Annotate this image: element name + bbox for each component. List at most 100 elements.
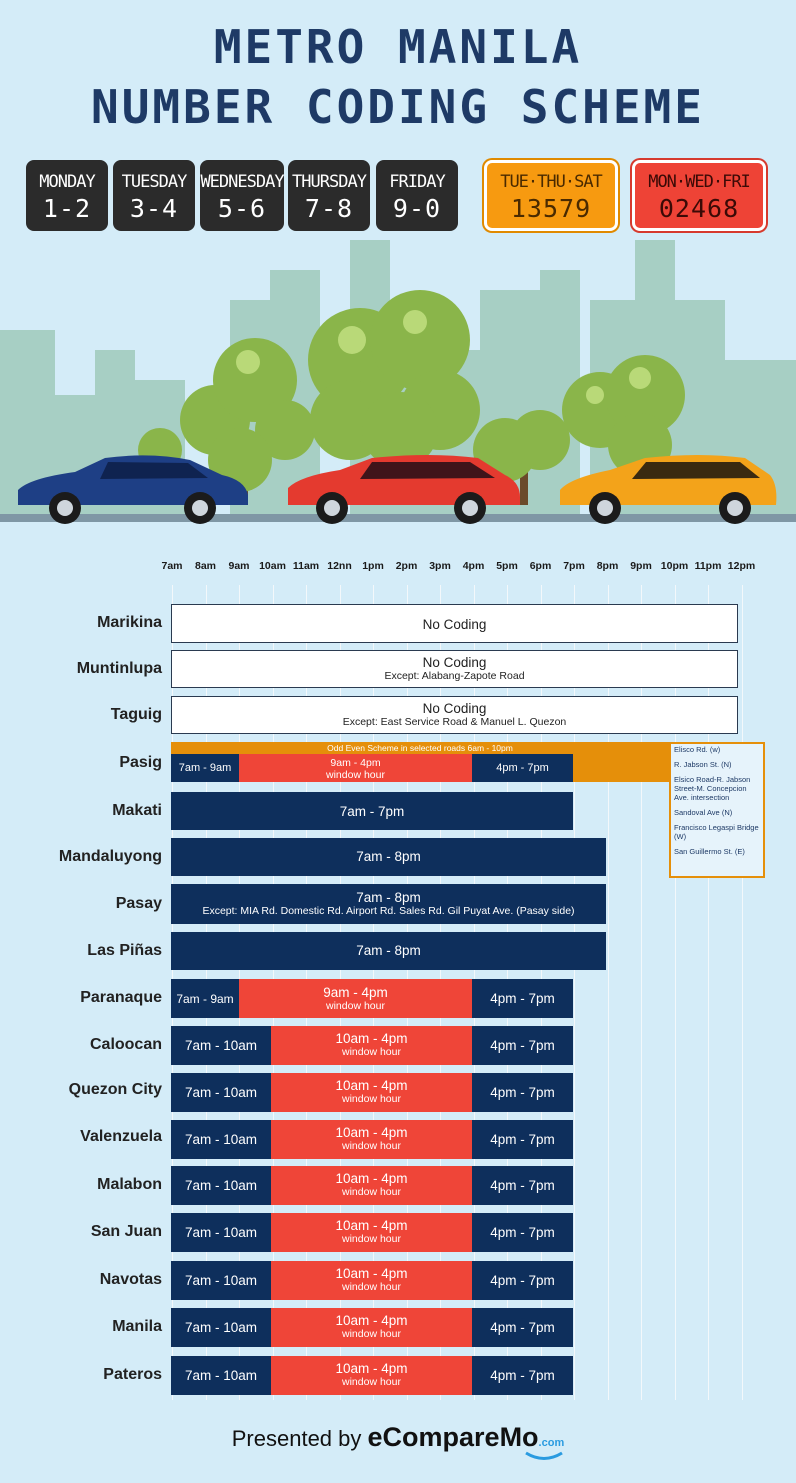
footer: Presented by eCompareMo.com: [0, 1422, 796, 1453]
bar-label: 7am - 10am: [184, 1225, 258, 1240]
paranaque-morning: 7am - 9am: [171, 979, 239, 1018]
row-evening: 4pm - 7pm: [472, 1261, 573, 1300]
row-evening: 4pm - 7pm: [472, 1026, 573, 1065]
bar-label: 4pm - 7pm: [490, 1132, 555, 1147]
bar-label: Odd Even Scheme in selected roads 6am - …: [327, 743, 513, 753]
bar-label: No Coding: [422, 655, 487, 670]
bar-sub: window hour: [326, 1000, 385, 1012]
row-evening: 4pm - 7pm: [472, 1120, 573, 1159]
time-gridline: [574, 585, 575, 1400]
time-tick-label: 10pm: [660, 560, 689, 572]
pasig-road: Sandoval Ave (N): [674, 808, 733, 817]
pasig-evening: 4pm - 7pm: [472, 754, 573, 782]
plate-number: 9-0: [392, 194, 442, 223]
city-label: Manila: [112, 1318, 162, 1335]
time-tick-label: 12pm: [727, 560, 756, 572]
plate-monday: MONDAY 1-2: [26, 160, 108, 231]
bar-label: 4pm - 7pm: [490, 1225, 555, 1240]
bar-label: 4pm - 7pm: [490, 1368, 555, 1383]
bar-label: 9am - 4pm: [323, 985, 388, 1000]
row-evening: 4pm - 7pm: [472, 1073, 573, 1112]
row-window: 10am - 4pm window hour: [271, 1073, 472, 1112]
brand-smile-icon: [525, 1451, 563, 1460]
pasig-road: Francisco Legaspi Bridge (W): [674, 823, 759, 841]
brand-tld: .com: [538, 1437, 565, 1449]
bar-label: 4pm - 7pm: [490, 1038, 555, 1053]
row-morning: 7am - 10am: [171, 1356, 271, 1395]
time-tick-label: 7am: [161, 560, 183, 572]
plate-number: 7-8: [304, 194, 354, 223]
plate-day: FRIDAY: [389, 172, 445, 192]
time-tick-label: 9am: [228, 560, 250, 572]
bar-label: 10am - 4pm: [335, 1031, 408, 1046]
row-morning: 7am - 10am: [171, 1120, 271, 1159]
time-gridline: [607, 585, 609, 1400]
row-evening: 4pm - 7pm: [472, 1356, 573, 1395]
row-evening: 4pm - 7pm: [472, 1308, 573, 1347]
bar-sub: window hour: [342, 1376, 401, 1388]
pasig-morning: 7am - 9am: [171, 754, 239, 782]
pasig-odd-even-extension: [573, 754, 669, 782]
blue-car: [18, 455, 248, 524]
plate-day: MON·WED·FRI: [648, 172, 751, 192]
bar-sub: window hour: [342, 1093, 401, 1105]
plate-day: MONDAY: [39, 172, 95, 192]
row-morning: 7am - 10am: [171, 1308, 271, 1347]
time-tick-label: 12nn: [327, 560, 352, 572]
plate-day: TUESDAY: [121, 172, 188, 192]
city-label: Caloocan: [89, 1036, 162, 1053]
pasig-road: San Guillermo St. (E): [674, 847, 745, 856]
city-label: San Juan: [90, 1223, 162, 1240]
row-window: 10am - 4pm window hour: [271, 1120, 472, 1159]
pasig-odd-even-bar: Odd Even Scheme in selected roads 6am - …: [171, 742, 669, 754]
orange-car: [560, 455, 777, 524]
bar-label: 4pm - 7pm: [496, 762, 549, 774]
time-tick-label: 3pm: [429, 560, 451, 572]
row-las-pinas: 7am - 8pm: [171, 932, 606, 970]
bar-label: 4pm - 7pm: [490, 1085, 555, 1100]
bar-label: 10am - 4pm: [335, 1171, 408, 1186]
row-window: 10am - 4pm window hour: [271, 1308, 472, 1347]
bar-sub: window hour: [326, 769, 385, 781]
time-gridline: [674, 585, 676, 1400]
row-window: 10am - 4pm window hour: [271, 1166, 472, 1205]
pasig-roads-box: Elisco Rd. (w) R. Jabson St. (N) Elsico …: [669, 742, 765, 878]
bar-label: 7am - 10am: [184, 1178, 258, 1193]
plate-number: 02468: [658, 194, 740, 223]
bar-except: Except: East Service Road & Manuel L. Qu…: [342, 716, 567, 728]
time-tick-label: 6pm: [529, 560, 552, 572]
plate-thursday: THURSDAY 7-8: [288, 160, 370, 231]
row-window: 10am - 4pm window hour: [271, 1026, 472, 1065]
bar-sub: window hour: [342, 1140, 401, 1152]
row-evening: 4pm - 7pm: [472, 1166, 573, 1205]
plate-day: TUE·THU·SAT: [500, 172, 603, 192]
city-label: Navotas: [99, 1271, 162, 1288]
bar-label: 4pm - 7pm: [490, 991, 555, 1006]
row-pasay: 7am - 8pm Except: MIA Rd. Domestic Rd. A…: [171, 884, 606, 924]
plate-number: 13579: [510, 194, 592, 223]
time-tick-label: 9pm: [630, 560, 652, 572]
row-mandaluyong: 7am - 8pm: [171, 838, 606, 876]
city-label: Makati: [112, 802, 162, 819]
time-tick-label: 5pm: [496, 560, 518, 572]
red-car: [288, 455, 520, 524]
bar-label: 7am - 10am: [184, 1273, 258, 1288]
bar-label: 4pm - 7pm: [490, 1178, 555, 1193]
bar-except: Except: Alabang-Zapote Road: [384, 670, 525, 682]
row-morning: 7am - 10am: [171, 1166, 271, 1205]
road: [0, 514, 796, 522]
bar-label: 10am - 4pm: [335, 1266, 408, 1281]
row-makati: 7am - 7pm: [171, 792, 573, 830]
row-evening: 4pm - 7pm: [472, 1213, 573, 1252]
plate-number: 3-4: [129, 194, 179, 223]
row-window: 10am - 4pm window hour: [271, 1213, 472, 1252]
presented-by: Presented by: [231, 1426, 362, 1451]
plate-day: WEDNESDAY: [200, 172, 284, 192]
row-morning: 7am - 10am: [171, 1213, 271, 1252]
row-morning: 7am - 10am: [171, 1026, 271, 1065]
bar-label: 7am - 9am: [178, 762, 232, 774]
bar-label: 4pm - 7pm: [490, 1273, 555, 1288]
bar-label: 7am - 10am: [184, 1132, 258, 1147]
time-tick-label: 11pm: [694, 560, 722, 572]
time-tick-label: 10am: [259, 560, 286, 572]
